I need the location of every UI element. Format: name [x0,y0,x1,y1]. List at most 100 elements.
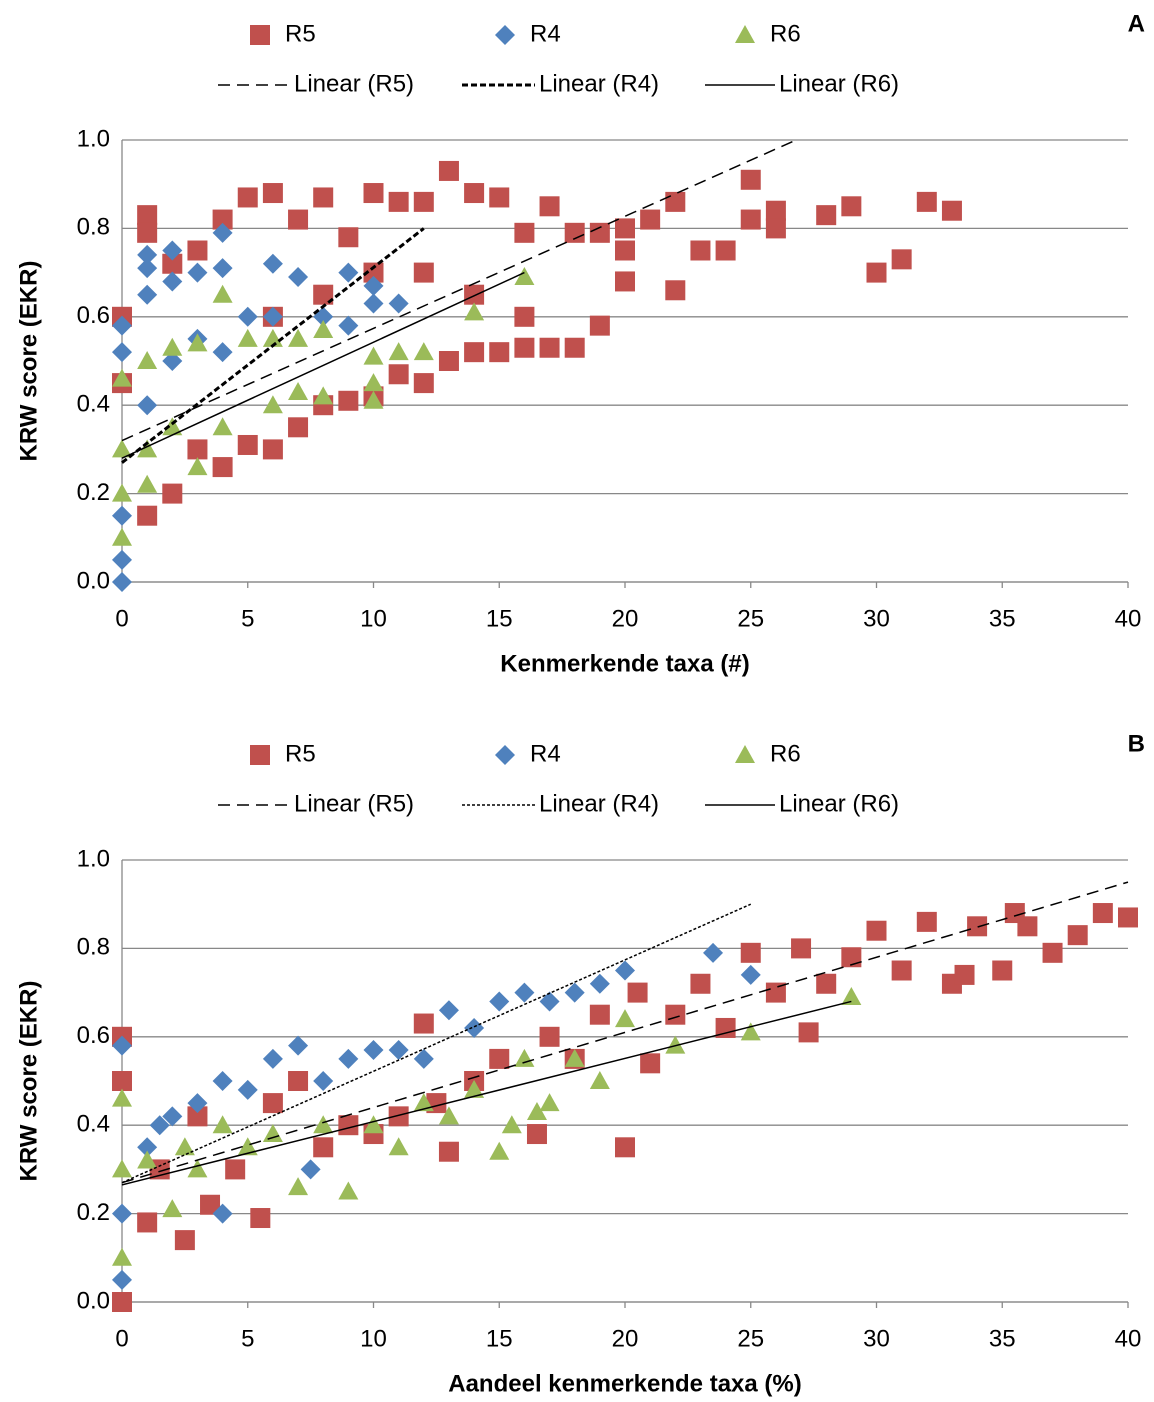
legend-label: R4 [530,740,561,767]
marker-square [288,1071,309,1091]
marker-triangle [740,1022,761,1041]
x-tick-label: 20 [612,605,639,632]
x-tick-label: 25 [737,605,764,632]
marker-triangle [162,337,183,356]
marker-triangle [526,1101,547,1120]
marker-triangle [137,1150,158,1169]
marker-square [262,1093,283,1114]
marker-triangle [539,1093,560,1112]
panel: A 0.0 0.2 0.4 0.6 0.8 1.0 0 5 10 15 20 25 30 35 40 Kenme… [15,10,1145,677]
legend-marker [495,745,515,765]
marker-diamond [212,258,233,279]
marker-square [464,284,485,305]
marker-square [413,373,434,394]
marker-square [665,1004,686,1025]
marker-square [288,417,309,438]
marker-triangle [388,1137,409,1156]
marker-square [589,1004,610,1025]
marker-square [1017,916,1038,937]
marker-diamond [187,1093,208,1114]
marker-square [514,306,535,327]
marker-diamond [564,982,585,1003]
marker-square [589,222,610,243]
marker-square [916,191,937,212]
y-tick-label: 0.8 [77,934,110,961]
marker-diamond [137,1137,158,1158]
marker-square [640,1053,661,1074]
marker-square [438,351,459,371]
marker-square [816,973,837,994]
x-tick-label: 5 [241,605,254,632]
marker-square [627,982,648,1003]
marker-diamond [237,306,258,327]
marker-diamond [137,244,158,265]
marker-diamond [300,1159,321,1180]
marker-square [212,209,233,230]
x-tick-label: 35 [989,605,1016,632]
legend-label: Linear (R5) [294,70,414,97]
marker-square [740,209,761,230]
marker-diamond [438,1000,459,1021]
marker-square [413,262,434,283]
marker-square [798,1022,819,1043]
marker-triangle [212,1115,233,1134]
marker-diamond [237,1079,258,1100]
marker-triangle [212,284,233,303]
y-tick-label: 0.0 [77,567,110,594]
marker-diamond [615,960,635,981]
legend-label: Linear (R4) [539,790,659,817]
marker-square [816,205,837,226]
marker-triangle [288,328,309,347]
marker-triangle [237,328,258,347]
marker-diamond [262,306,283,327]
marker-triangle [388,342,409,361]
marker-square [1042,942,1063,963]
marker-triangle [313,1115,334,1134]
marker-diamond [262,1048,283,1069]
marker-square [526,1124,547,1145]
marker-square [715,1017,736,1038]
marker-square [891,249,912,270]
marker-triangle [112,1088,132,1107]
marker-diamond [363,293,384,314]
marker-triangle [489,1141,510,1160]
marker-square [388,1106,409,1127]
x-tick-label: 40 [1115,605,1142,632]
marker-triangle [237,1137,258,1156]
marker-diamond [112,1269,132,1290]
marker-square [941,200,962,221]
marker-diamond [162,240,183,261]
marker-triangle [501,1115,522,1134]
marker-square [514,337,535,358]
legend-label: Linear (R6) [779,790,899,817]
marker-square [162,483,183,504]
marker-triangle [363,373,384,392]
x-tick-label: 10 [360,1325,387,1352]
marker-square [388,191,409,212]
marker-square [363,262,384,283]
marker-diamond [703,942,724,963]
marker-diamond [112,315,132,336]
marker-square [237,434,258,455]
x-tick-label: 10 [360,605,387,632]
marker-diamond [137,395,158,416]
marker-square [640,209,661,230]
marker-square [740,169,761,190]
marker-square [765,218,786,239]
marker-triangle [413,342,434,361]
marker-square [765,982,786,1003]
marker-triangle [363,1115,384,1134]
marker-square [363,183,384,204]
marker-square [954,964,975,985]
marker-diamond [740,964,761,985]
marker-triangle [112,527,132,546]
trend-line [121,881,1129,1184]
marker-square [313,187,334,208]
marker-square [413,191,434,212]
marker-square [489,342,510,363]
marker-diamond [112,1203,132,1224]
marker-diamond [539,991,560,1012]
marker-diamond [363,275,384,296]
marker-diamond [137,284,158,305]
marker-diamond [288,267,309,288]
